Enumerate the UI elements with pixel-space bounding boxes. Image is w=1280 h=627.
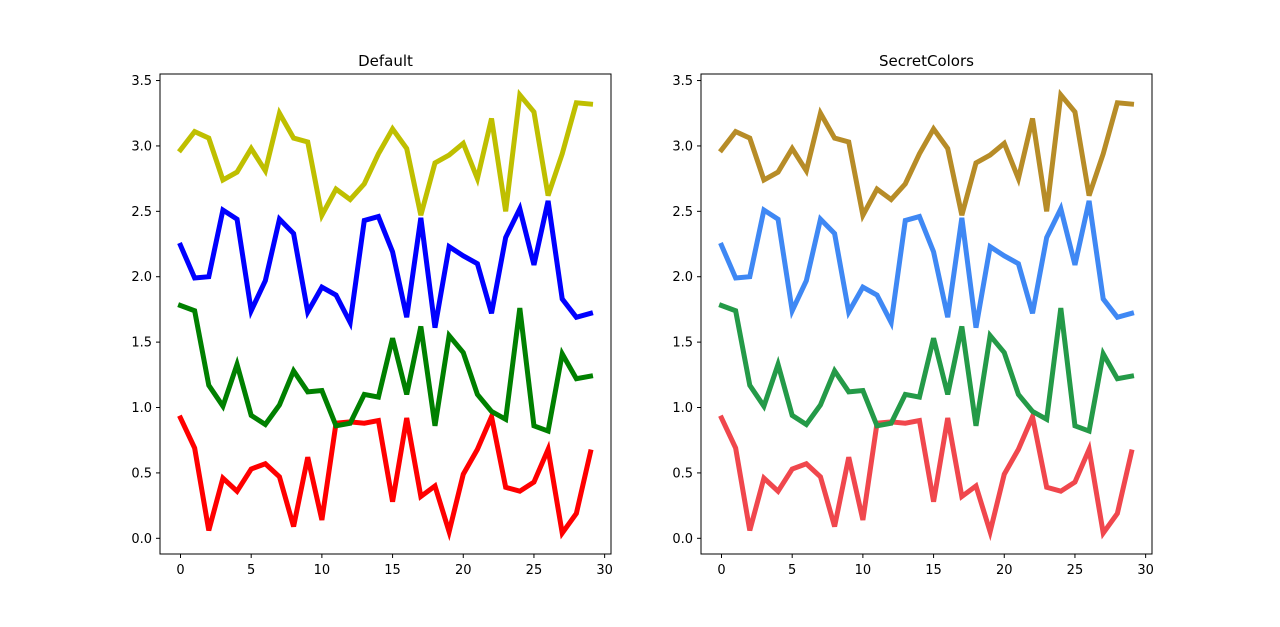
x-tick-label: 20 — [996, 563, 1013, 578]
y-tick-label: 2.5 — [672, 205, 693, 220]
axes-frame — [700, 73, 1153, 555]
chart-panel-default: Default 0 5 10 15 20 25 30 0.0 0.5 1.0 1.5 2.0 2.5 3.0… — [131, 52, 613, 578]
y-tick-label: 0.0 — [672, 532, 693, 547]
y-tick-label: 0.5 — [672, 466, 693, 481]
y-tick-label: 3.0 — [672, 139, 693, 154]
series-group — [176, 88, 594, 542]
y-tick-label: 0.5 — [131, 466, 152, 481]
series-line-3 — [718, 200, 1135, 331]
y-tick-label: 0.0 — [131, 532, 152, 547]
x-tick-label: 0 — [717, 563, 725, 578]
x-tick-label: 10 — [314, 563, 331, 578]
x-tick-label: 10 — [855, 563, 872, 578]
y-tick-label: 1.0 — [131, 401, 152, 416]
series-line-2 — [177, 302, 594, 435]
y-tick-label: 2.5 — [131, 205, 152, 220]
x-tick-label: 15 — [925, 563, 942, 578]
series-line-2 — [718, 302, 1135, 435]
x-tick-label: 30 — [596, 563, 613, 578]
x-tick-label: 30 — [1137, 563, 1154, 578]
series-line-1 — [177, 408, 594, 542]
series-line-3 — [177, 200, 594, 331]
y-tick-label: 2.0 — [131, 270, 152, 285]
y-tick-label: 3.5 — [672, 74, 693, 89]
y-tick-label: 1.5 — [672, 336, 693, 351]
axes-frame — [159, 73, 612, 555]
y-tick-label: 2.0 — [672, 270, 693, 285]
x-tick-label: 5 — [247, 563, 255, 578]
series-line-1 — [718, 408, 1135, 542]
series-group — [717, 88, 1135, 542]
x-tick-label: 25 — [1067, 563, 1084, 578]
chart-title: Default — [358, 52, 413, 70]
x-tick-label: 20 — [455, 563, 472, 578]
x-tick-label: 15 — [384, 563, 401, 578]
y-tick-label: 1.0 — [672, 401, 693, 416]
y-tick-label: 1.5 — [131, 336, 152, 351]
y-tick-label: 3.5 — [131, 74, 152, 89]
y-tick-label: 3.0 — [131, 139, 152, 154]
series-line-4 — [176, 88, 594, 223]
chart-title: SecretColors — [879, 52, 974, 70]
series-line-4 — [717, 88, 1135, 223]
x-tick-label: 5 — [788, 563, 796, 578]
chart-panel-secretcolors: SecretColors 0 5 10 15 20 25 30 0.0 0.5 1.0 1.5 2.0 2… — [672, 52, 1154, 578]
x-tick-label: 25 — [526, 563, 543, 578]
x-tick-label: 0 — [176, 563, 184, 578]
